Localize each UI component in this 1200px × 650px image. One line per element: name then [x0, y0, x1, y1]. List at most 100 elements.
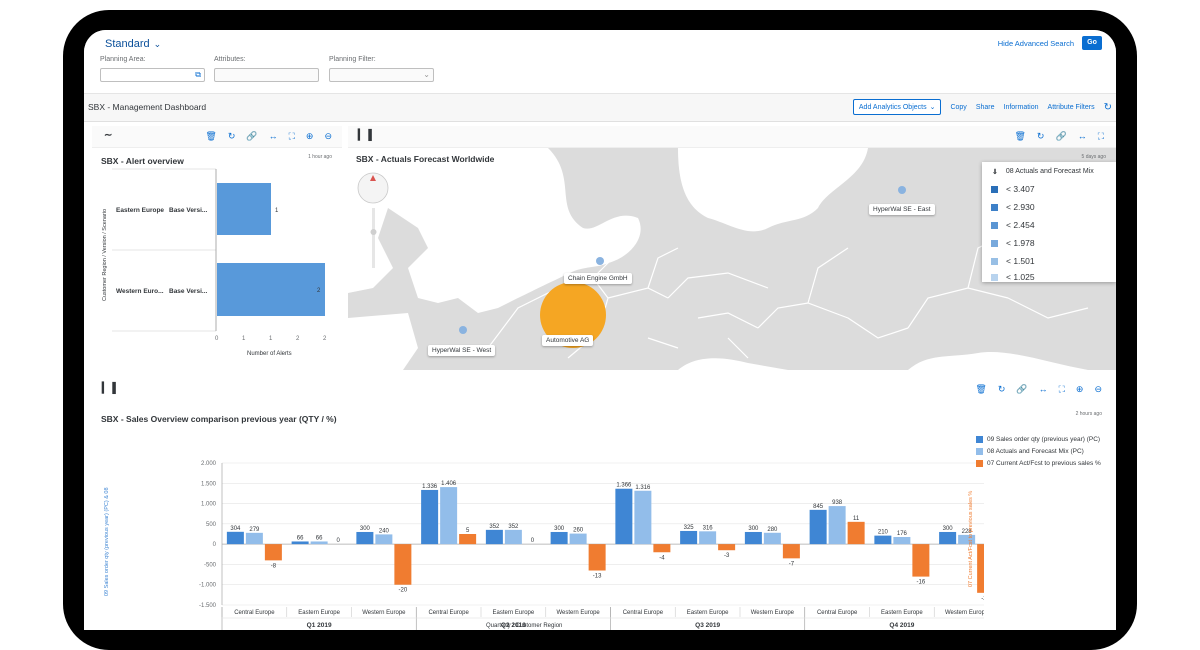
sales-bar-previous-year[interactable] — [809, 509, 827, 545]
information-button[interactable]: Information — [1003, 103, 1039, 111]
attributes-input[interactable] — [214, 68, 319, 82]
go-button[interactable]: Go — [1082, 36, 1102, 50]
sales-bar-actuals-forecast[interactable] — [958, 534, 976, 545]
map-legend-item: < 1.025 — [991, 272, 1035, 282]
delete-icon[interactable]: 🗑 — [1014, 131, 1026, 141]
map-zoom-slider[interactable] — [372, 208, 375, 268]
sales-bar-previous-year[interactable] — [615, 488, 633, 545]
variant-selector[interactable]: Standard ⌄ — [105, 38, 161, 50]
refresh-icon[interactable]: ↻ — [1036, 131, 1045, 141]
link-icon[interactable]: 🔗 — [246, 131, 258, 141]
sales-bar-act-fcst-percent[interactable] — [847, 521, 865, 545]
sales-bar-act-fcst-percent[interactable] — [653, 544, 671, 553]
sales-legend: 09 Sales order qty (previous year) (PC) … — [976, 433, 1101, 469]
planning-area-input[interactable]: ⧉ — [100, 68, 205, 82]
delete-icon[interactable]: 🗑 — [205, 131, 217, 141]
sales-bar-act-fcst-percent[interactable] — [459, 534, 477, 545]
add-analytics-objects-button[interactable]: Add Analytics Objects ⌄ — [852, 99, 942, 115]
sales-bar-label: 240 — [379, 528, 390, 534]
sales-x-category-label: Western Europe — [945, 610, 984, 616]
sales-bar-previous-year[interactable] — [744, 531, 762, 545]
map-zoom-slider-handle[interactable] — [370, 229, 377, 235]
sales-bar-act-fcst-percent[interactable] — [782, 544, 800, 559]
sales-bar-previous-year[interactable] — [291, 541, 309, 545]
link-icon[interactable]: 🔗 — [1016, 384, 1028, 394]
alert-y-axis-title: Customer Region / Version / Scenario — [102, 209, 108, 301]
map-legend-item: < 1.501 — [991, 256, 1035, 266]
link-icon[interactable]: 🔗 — [1055, 131, 1067, 141]
sales-left-tick: -1.000 — [199, 583, 217, 589]
alert-x-tick: 2 — [323, 336, 327, 342]
sales-bar-actuals-forecast[interactable] — [504, 529, 522, 545]
zoom-in-icon[interactable]: ⊕ — [305, 131, 314, 141]
sales-bar-act-fcst-percent[interactable] — [718, 544, 736, 551]
sales-bar-actuals-forecast[interactable] — [699, 531, 717, 545]
collapse-legend-icon[interactable]: ⇓ — [992, 169, 998, 176]
sales-bar-actuals-forecast[interactable] — [310, 541, 328, 545]
sales-bar-label: 1.336 — [422, 484, 438, 490]
sales-bar-actuals-forecast[interactable] — [375, 534, 393, 545]
app-screen: Standard ⌄ Hide Advanced Search Go Plann… — [84, 30, 1116, 630]
planning-filter-select[interactable]: ⌄ — [329, 68, 434, 82]
sales-bar-previous-year[interactable] — [356, 531, 374, 545]
sales-left-tick: 500 — [206, 522, 217, 528]
sales-bar-label: -3 — [724, 553, 730, 559]
map-marker-hyperwal-east[interactable] — [898, 186, 906, 194]
sales-bar-previous-year[interactable] — [550, 531, 568, 545]
legend-item-label: < 2.930 — [1006, 202, 1035, 212]
zoom-out-icon[interactable]: ⊖ — [1094, 384, 1102, 394]
refresh-icon[interactable]: ↻ — [997, 384, 1006, 394]
sales-bar-actuals-forecast[interactable] — [634, 490, 652, 545]
sales-bar-actuals-forecast[interactable] — [893, 537, 911, 545]
zoom-in-icon[interactable]: ⊕ — [1075, 384, 1084, 394]
resize-icon[interactable]: ↔ — [1038, 384, 1048, 394]
map-sea-north — [348, 148, 641, 313]
attribute-filters-button[interactable]: Attribute Filters — [1047, 103, 1095, 111]
sales-bar-previous-year[interactable] — [421, 489, 439, 545]
alert-bar[interactable] — [217, 263, 325, 316]
hide-advanced-search-link[interactable]: Hide Advanced Search — [997, 39, 1074, 48]
sales-bar-previous-year[interactable] — [939, 531, 957, 545]
sales-bar-act-fcst-percent[interactable] — [264, 544, 282, 561]
legend-swatch — [991, 221, 998, 229]
sales-bar-label: 0 — [531, 538, 535, 544]
sales-bar-act-fcst-percent[interactable] — [588, 544, 606, 571]
resize-icon[interactable]: ↔ — [1077, 131, 1087, 141]
value-help-icon[interactable]: ⧉ — [195, 70, 201, 79]
map-nav-control[interactable] — [357, 172, 389, 204]
sales-bar-previous-year[interactable] — [680, 530, 698, 545]
map-marker-hyperwal-west[interactable] — [459, 326, 467, 334]
sales-panel-tools: 🗑 ↻ 🔗 ↔ ⛶ ⊕ ⊖ — [975, 384, 1102, 394]
resize-icon[interactable]: ↔ — [268, 131, 278, 141]
refresh-icon[interactable]: ↻ — [227, 131, 236, 141]
sales-bar-act-fcst-percent[interactable] — [912, 544, 930, 577]
delete-icon[interactable]: 🗑 — [975, 384, 987, 394]
sales-bar-actuals-forecast[interactable] — [245, 532, 263, 545]
sales-bar-act-fcst-percent[interactable] — [977, 544, 984, 593]
sales-bar-previous-year[interactable] — [874, 535, 892, 545]
refresh-icon[interactable]: ↻ — [1103, 101, 1112, 113]
map-card-timestamp: 5 days ago — [1081, 154, 1106, 160]
sales-left-axis-title: 09 Sales order qty (previous year) (PC) … — [104, 487, 110, 596]
sales-x-category-label: Central Europe — [623, 610, 664, 616]
fullscreen-icon[interactable]: ⛶ — [1097, 131, 1104, 141]
legend-swatch — [991, 257, 998, 265]
map-marker-chain-engine[interactable] — [596, 257, 604, 265]
copy-button[interactable]: Copy — [950, 103, 967, 111]
alert-bar[interactable] — [217, 183, 271, 235]
share-button[interactable]: Share — [975, 103, 995, 111]
sales-card-title: SBX - Sales Overview comparison previous… — [101, 414, 337, 424]
fullscreen-icon[interactable]: ⛶ — [1058, 384, 1065, 394]
map-marker-automotive-ag[interactable] — [540, 282, 606, 348]
sales-bar-act-fcst-percent[interactable] — [394, 544, 412, 585]
bar-chart-icon: ▎▐ — [358, 130, 372, 141]
zoom-out-icon[interactable]: ⊖ — [324, 131, 332, 141]
planning-filter-label: Planning Filter: — [329, 56, 376, 63]
sales-bar-actuals-forecast[interactable] — [828, 506, 846, 545]
sales-bar-actuals-forecast[interactable] — [440, 487, 458, 545]
sales-bar-previous-year[interactable] — [226, 531, 244, 545]
fullscreen-icon[interactable]: ⛶ — [288, 131, 295, 141]
sales-bar-actuals-forecast[interactable] — [763, 532, 781, 545]
sales-bar-actuals-forecast[interactable] — [569, 533, 587, 545]
sales-bar-previous-year[interactable] — [485, 529, 503, 545]
